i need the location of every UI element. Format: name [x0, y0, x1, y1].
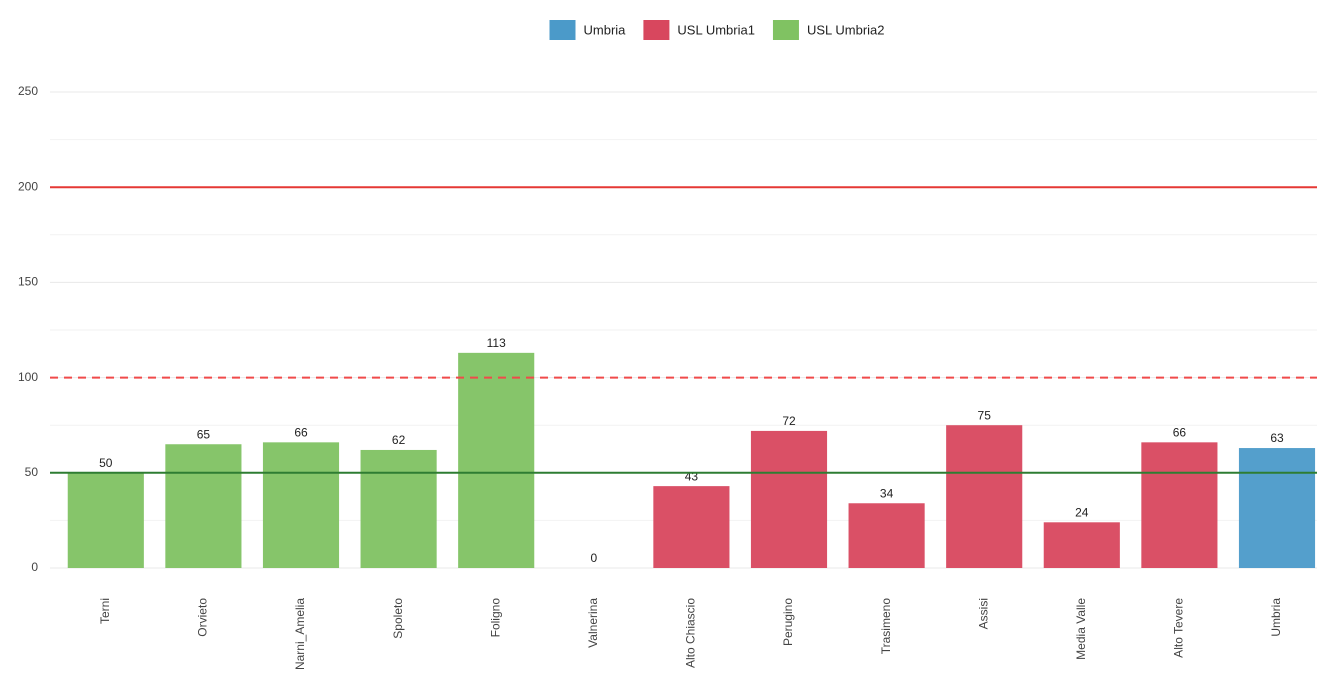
x-tick-label: Assisi	[976, 598, 990, 629]
legend-label: USL Umbria2	[807, 22, 885, 37]
bar	[165, 444, 242, 568]
y-tick-label: 150	[18, 275, 38, 289]
y-tick-label: 50	[25, 465, 39, 479]
x-tick-label: Terni	[98, 598, 112, 624]
value-label: 113	[487, 336, 506, 350]
legend-label: USL Umbria1	[677, 22, 755, 37]
value-label: 72	[782, 414, 796, 428]
x-tick-label: Valnerina	[586, 598, 600, 648]
x-tick-label: Spoleto	[391, 598, 405, 639]
y-tick-label: 100	[18, 370, 38, 384]
bar	[848, 503, 925, 568]
y-tick-label: 200	[18, 179, 38, 193]
bar	[67, 472, 144, 568]
bar	[262, 442, 340, 568]
x-tick-label: Alto Chiascio	[684, 598, 698, 668]
legend-label: Umbria	[584, 22, 627, 37]
legend-swatch	[643, 20, 670, 40]
x-tick-label: Umbria	[1269, 598, 1283, 637]
legend-swatch	[772, 20, 799, 40]
bar	[458, 352, 535, 568]
x-tick-label: Narni_Amelia	[293, 598, 307, 670]
bar	[946, 425, 1023, 568]
value-label: 62	[392, 433, 406, 447]
value-label: 66	[1173, 426, 1187, 440]
x-tick-label: Media Valle	[1074, 598, 1088, 660]
x-tick-label: Orvieto	[196, 598, 210, 637]
value-label: 34	[880, 486, 894, 500]
value-label: 0	[590, 551, 597, 565]
x-tick-label: Alto Tevere	[1172, 598, 1186, 658]
bar	[1141, 442, 1218, 568]
legend: Umbria USL Umbria1 USL Umbria2	[549, 20, 885, 40]
bar	[653, 486, 730, 568]
legend-swatch	[549, 20, 576, 40]
value-label: 50	[99, 456, 113, 470]
value-label: 24	[1075, 505, 1089, 519]
y-tick-label: 0	[31, 560, 38, 574]
bar	[1043, 522, 1120, 568]
value-label: 43	[685, 469, 699, 483]
value-label: 75	[978, 408, 992, 422]
x-tick-label: Perugino	[781, 598, 795, 646]
value-label: 63	[1270, 431, 1284, 445]
y-tick-label: 250	[18, 84, 38, 98]
x-tick-label: Foligno	[488, 598, 502, 638]
x-tick-label: Trasimeno	[879, 598, 893, 655]
value-label: 66	[294, 426, 308, 440]
bar	[750, 430, 828, 568]
bar	[360, 449, 437, 568]
value-label: 65	[197, 427, 211, 441]
bar	[1238, 448, 1316, 568]
